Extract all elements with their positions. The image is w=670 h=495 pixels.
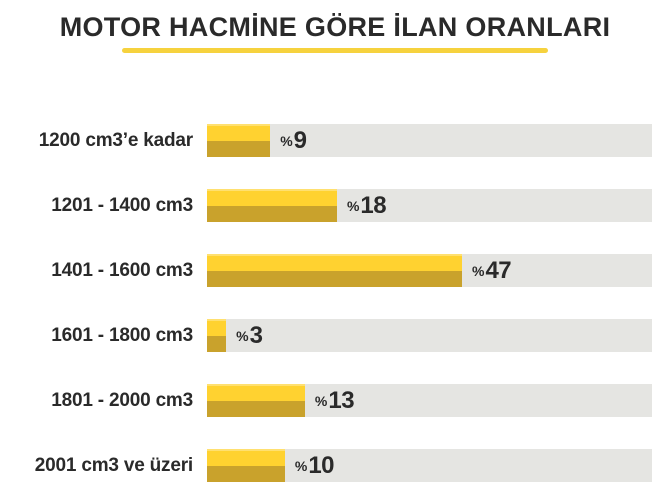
category-label: 1801 - 2000 cm3 — [51, 389, 193, 411]
chart-row: 1401 - 1600 cm3 % 47 — [0, 254, 652, 287]
category-label: 1601 - 1800 cm3 — [51, 324, 193, 346]
value-label: % 13 — [314, 384, 355, 417]
chart-row: 1201 - 1400 cm3 % 18 — [0, 189, 652, 222]
percent-sign: % — [314, 392, 328, 409]
value-label: % 47 — [471, 254, 512, 287]
bar-track: % 9 — [207, 124, 652, 157]
category-label: 1200 cm3’e kadar — [38, 129, 193, 151]
bar-track: % 18 — [207, 189, 652, 222]
percent-sign: % — [280, 132, 293, 149]
bar — [207, 384, 305, 417]
percent-sign: % — [346, 197, 360, 214]
bar — [207, 189, 337, 222]
percent-sign: % — [471, 262, 485, 279]
value-number: 3 — [249, 321, 263, 349]
bar — [207, 449, 285, 482]
value-label: % 10 — [294, 449, 335, 482]
bar-track: % 3 — [207, 319, 652, 352]
value-label: % 18 — [346, 189, 387, 222]
bar-chart: 1200 cm3’e kadar % 9 1201 - 1400 cm3 % 18 … — [0, 124, 652, 482]
bar — [207, 254, 462, 287]
bar — [207, 319, 227, 352]
infographic-page: { "title": "MOTOR HACMİNE GÖRE İLAN ORAN… — [0, 12, 670, 495]
value-number: 9 — [293, 126, 307, 154]
value-number: 47 — [485, 256, 512, 284]
bar-track: % 47 — [207, 254, 652, 287]
value-label: % 9 — [280, 124, 307, 157]
bar-track: % 13 — [207, 384, 652, 417]
value-number: 13 — [328, 386, 355, 414]
category-label: 2001 cm3 ve üzeri — [34, 454, 193, 476]
bar — [207, 124, 271, 157]
bar-track: % 10 — [207, 449, 652, 482]
chart-row: 1601 - 1800 cm3 % 3 — [0, 319, 652, 352]
value-number: 10 — [308, 451, 335, 479]
title-underline-rule — [122, 48, 548, 53]
value-number: 18 — [360, 191, 387, 219]
chart-row: 2001 cm3 ve üzeri % 10 — [0, 449, 652, 482]
percent-sign: % — [236, 327, 249, 344]
value-label: % 3 — [236, 319, 263, 352]
chart-row: 1801 - 2000 cm3 % 13 — [0, 384, 652, 417]
category-label: 1201 - 1400 cm3 — [51, 194, 193, 216]
percent-sign: % — [294, 457, 308, 474]
chart-row: 1200 cm3’e kadar % 9 — [0, 124, 652, 157]
category-label: 1401 - 1600 cm3 — [51, 259, 193, 281]
chart-title: MOTOR HACMİNE GÖRE İLAN ORANLARI — [59, 12, 611, 42]
